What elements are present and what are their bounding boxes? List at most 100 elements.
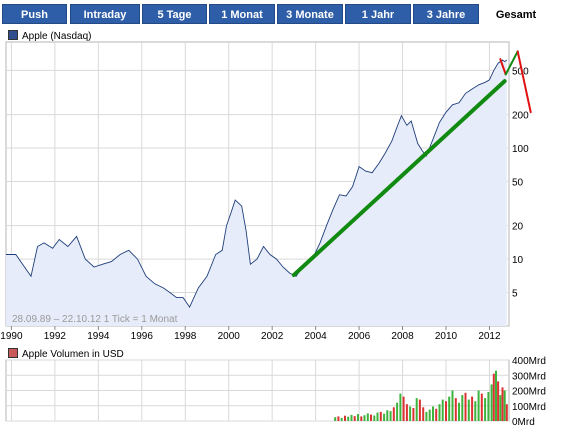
xtick-label: 2004 <box>304 331 327 342</box>
price-legend-swatch <box>8 30 18 40</box>
volume-bar <box>340 417 343 421</box>
volume-legend-swatch <box>8 348 18 358</box>
price-ytick-label: 10 <box>512 255 524 266</box>
tab-5-tage[interactable]: 5 Tage <box>142 4 207 24</box>
volume-bar <box>471 396 474 421</box>
volume-bar <box>467 399 470 421</box>
volume-bar <box>405 404 408 421</box>
xtick-label: 1996 <box>131 331 154 342</box>
volume-bar <box>379 411 382 421</box>
xtick-label: 2010 <box>435 331 458 342</box>
volume-bar <box>438 404 441 421</box>
tab-gesamt[interactable]: Gesamt <box>481 4 551 24</box>
volume-bar <box>480 393 483 421</box>
volume-bar <box>448 396 451 421</box>
volume-bar <box>490 384 493 421</box>
volume-legend: Apple Volumen in USD <box>8 348 124 360</box>
xtick-label: 2006 <box>348 331 371 342</box>
tab-3-jahre[interactable]: 3 Jahre <box>413 4 479 24</box>
volume-bar <box>458 402 460 421</box>
xtick-label: 1998 <box>174 331 197 342</box>
xtick-label: 2012 <box>478 331 501 342</box>
volume-bar <box>415 398 418 421</box>
price-area <box>6 60 507 326</box>
price-ytick-label: 20 <box>512 222 524 233</box>
volume-ytick-label: 100Mrd <box>512 402 546 413</box>
tab-1-jahr[interactable]: 1 Jahr <box>345 4 411 24</box>
volume-ytick-label: 300Mrd <box>512 371 546 382</box>
volume-bar <box>428 409 431 421</box>
tab-intraday[interactable]: Intraday <box>70 4 140 24</box>
volume-bar <box>422 407 425 421</box>
volume-bar <box>464 392 467 421</box>
volume-bar <box>492 373 495 421</box>
xtick-label: 2002 <box>261 331 284 342</box>
price-ytick-label: 500 <box>512 66 529 77</box>
volume-bar <box>409 406 412 421</box>
volume-bar <box>474 401 477 421</box>
volume-bar <box>363 415 366 421</box>
volume-bar <box>495 370 497 421</box>
volume-bar <box>350 414 353 421</box>
volume-bar <box>366 413 369 421</box>
volume-bar <box>487 392 490 421</box>
tab-push[interactable]: Push <box>2 4 67 24</box>
volume-bar <box>357 414 359 421</box>
volume-bar <box>383 413 386 421</box>
volume-bar <box>432 406 434 421</box>
volume-bar <box>477 390 480 421</box>
trendline-red <box>499 58 507 76</box>
xtick-label: 1994 <box>87 331 110 342</box>
volume-bar <box>402 396 405 421</box>
volume-bar <box>396 402 399 421</box>
volume-bar <box>441 399 444 421</box>
price-ytick-label: 50 <box>512 177 524 188</box>
volume-bar <box>370 414 372 421</box>
volume-bar <box>435 408 438 421</box>
volume-bar <box>392 407 395 421</box>
volume-bar <box>425 411 428 421</box>
volume-bar <box>445 401 447 421</box>
volume-bar <box>501 387 504 421</box>
trendline-green <box>291 79 507 277</box>
volume-ytick-label: 400Mrd <box>512 356 546 367</box>
volume-bar <box>451 390 454 421</box>
xtick-label: 1990 <box>0 331 23 342</box>
volume-bar <box>499 395 502 421</box>
volume-bar <box>503 390 506 421</box>
volume-bar <box>418 399 421 421</box>
volume-bar <box>484 398 487 421</box>
price-legend-label: Apple (Nasdaq) <box>22 31 92 42</box>
price-legend: Apple (Nasdaq) <box>8 30 91 42</box>
volume-bar <box>376 412 379 421</box>
volume-bar <box>412 408 415 421</box>
xtick-label: 2008 <box>391 331 414 342</box>
volume-bar <box>399 393 402 421</box>
volume-bar <box>497 381 500 421</box>
price-ytick-label: 5 <box>512 289 518 300</box>
xtick-label: 2000 <box>218 331 241 342</box>
volume-bar <box>347 416 350 421</box>
time-range-tabs: Push Intraday 5 Tage 1 Monat 3 Monate 1 … <box>0 0 561 26</box>
volume-bar <box>334 417 337 421</box>
volume-bar <box>373 415 376 421</box>
tab-1-monat[interactable]: 1 Monat <box>209 4 275 24</box>
price-ytick-label: 200 <box>512 111 529 122</box>
volume-ytick-label: 200Mrd <box>512 387 546 398</box>
volume-bar <box>386 410 389 421</box>
xtick-label: 1992 <box>44 331 67 342</box>
tab-3-monate[interactable]: 3 Monate <box>277 4 343 24</box>
volume-bar <box>344 415 346 421</box>
volume-bar <box>389 411 392 421</box>
volume-bar <box>337 416 340 421</box>
chart-info-text: 28.09.89 – 22.10.12 1 Tick = 1 Monat <box>12 314 178 325</box>
volume-legend-label: Apple Volumen in USD <box>22 349 124 360</box>
volume-bar <box>353 416 356 421</box>
volume-bar <box>505 404 508 421</box>
volume-ytick-label: 0Mrd <box>512 417 535 428</box>
trendline-green <box>504 50 519 76</box>
price-ytick-label: 100 <box>512 144 529 155</box>
volume-bar <box>461 395 464 421</box>
trendline-red <box>516 50 532 114</box>
